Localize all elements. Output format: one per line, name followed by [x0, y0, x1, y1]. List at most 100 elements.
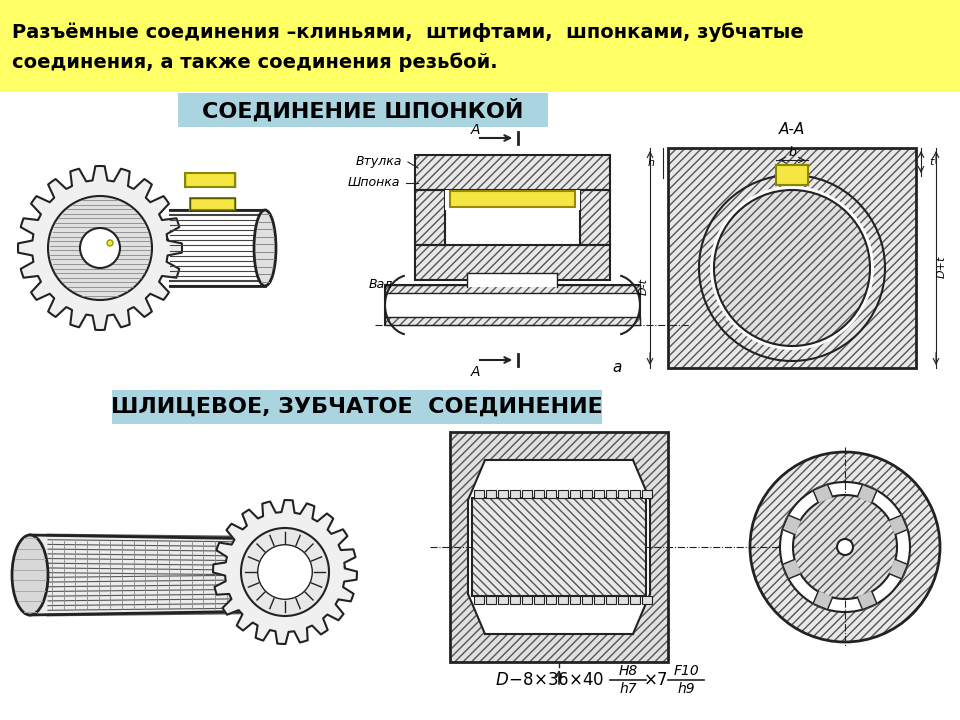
Text: А: А	[470, 365, 480, 379]
Text: h9: h9	[677, 682, 695, 696]
Bar	[642, 490, 652, 498]
Bar	[498, 596, 508, 604]
Bar	[668, 148, 916, 368]
Bar	[630, 596, 640, 604]
Bar	[630, 490, 640, 498]
Bar	[415, 190, 445, 245]
Bar	[582, 596, 592, 604]
Polygon shape	[468, 460, 650, 634]
Polygon shape	[857, 485, 876, 503]
Polygon shape	[890, 515, 907, 534]
Polygon shape	[813, 485, 832, 503]
Circle shape	[80, 228, 120, 268]
Text: t: t	[929, 157, 933, 167]
Bar	[522, 490, 532, 498]
Text: СОЕДИНЕНИЕ ШПОНКОЙ: СОЕДИНЕНИЕ ШПОНКОЙ	[203, 99, 524, 122]
Bar	[776, 165, 808, 185]
Bar	[385, 285, 640, 293]
Text: H8: H8	[618, 664, 637, 678]
Polygon shape	[890, 559, 907, 579]
Bar	[415, 155, 610, 190]
Text: F10: F10	[673, 664, 699, 678]
Bar	[385, 317, 640, 325]
Bar	[178, 93, 548, 127]
Bar	[472, 498, 646, 596]
Bar	[385, 285, 640, 293]
Polygon shape	[213, 500, 357, 644]
Circle shape	[714, 190, 870, 346]
Bar	[546, 490, 556, 498]
Bar	[558, 596, 568, 604]
Bar	[0, 0, 960, 92]
Text: Шпонка: Шпонка	[348, 176, 400, 189]
Bar	[570, 490, 580, 498]
Circle shape	[257, 545, 312, 599]
Circle shape	[241, 528, 329, 616]
Bar	[472, 498, 646, 596]
Bar	[450, 191, 575, 207]
Polygon shape	[813, 592, 832, 610]
Bar	[415, 245, 610, 280]
Bar	[594, 490, 604, 498]
Text: $D\!-\!8{\times}36{\times}40$: $D\!-\!8{\times}36{\times}40$	[495, 671, 605, 689]
Circle shape	[750, 452, 940, 642]
Polygon shape	[18, 166, 182, 330]
Bar	[185, 173, 235, 187]
Circle shape	[48, 196, 152, 300]
Text: ШЛИЦЕВОЕ, ЗУБЧАТОЕ  СОЕДИНЕНИЕ: ШЛИЦЕВОЕ, ЗУБЧАТОЕ СОЕДИНЕНИЕ	[111, 397, 603, 417]
Bar	[415, 245, 610, 280]
Circle shape	[780, 482, 910, 612]
Bar	[570, 596, 580, 604]
Bar	[534, 596, 544, 604]
Text: ${\times}7$: ${\times}7$	[643, 671, 668, 689]
Bar	[474, 596, 484, 604]
Bar	[510, 490, 520, 498]
Polygon shape	[30, 535, 330, 615]
Text: b: b	[788, 145, 796, 158]
Text: А: А	[470, 123, 480, 137]
Bar	[606, 596, 616, 604]
Text: А-А: А-А	[779, 122, 805, 138]
Bar	[498, 490, 508, 498]
Bar	[190, 198, 235, 210]
Bar	[594, 596, 604, 604]
Bar	[385, 317, 640, 325]
Text: Вал: Вал	[369, 279, 393, 292]
Polygon shape	[857, 592, 876, 610]
Bar	[606, 490, 616, 498]
Ellipse shape	[12, 535, 48, 615]
Circle shape	[710, 186, 874, 350]
Bar	[385, 285, 640, 325]
Bar	[445, 190, 580, 210]
Bar	[580, 190, 610, 245]
Ellipse shape	[254, 210, 276, 286]
Bar	[534, 490, 544, 498]
Bar	[522, 596, 532, 604]
Bar	[618, 596, 628, 604]
Text: соединения, а также соединения резьбой.: соединения, а также соединения резьбой.	[12, 53, 497, 72]
Bar	[450, 432, 668, 662]
Bar	[474, 490, 484, 498]
Bar	[642, 596, 652, 604]
Bar	[190, 198, 235, 210]
Text: D-t: D-t	[639, 278, 649, 295]
Bar	[558, 490, 568, 498]
Text: Втулка: Втулка	[355, 156, 402, 168]
Text: h7: h7	[619, 682, 636, 696]
Polygon shape	[782, 559, 801, 579]
Text: D+t: D+t	[937, 256, 947, 278]
Bar	[467, 273, 557, 287]
Text: a: a	[612, 361, 621, 376]
Circle shape	[793, 495, 897, 599]
Circle shape	[837, 539, 853, 555]
Polygon shape	[782, 515, 801, 534]
Bar	[510, 596, 520, 604]
Bar	[450, 432, 668, 662]
Bar	[582, 490, 592, 498]
Circle shape	[107, 240, 113, 246]
Bar	[112, 390, 602, 424]
Bar	[415, 155, 610, 190]
Bar	[776, 165, 808, 185]
Bar	[546, 596, 556, 604]
Bar	[415, 190, 445, 245]
